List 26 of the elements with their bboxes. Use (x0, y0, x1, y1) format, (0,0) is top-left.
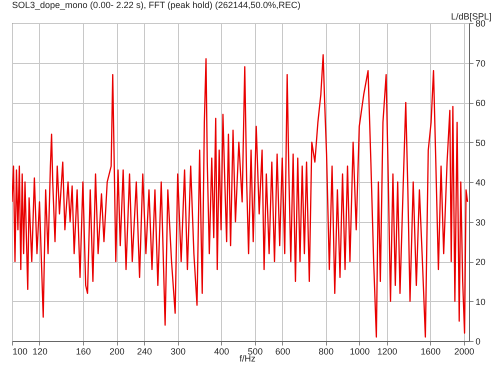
x-tick-label: 800 (318, 346, 334, 356)
y-tick-label: 60 (476, 98, 486, 108)
y-tick-label: 50 (476, 138, 486, 148)
x-tick-label: 100 (12, 346, 28, 356)
x-tick-label: 1200 (377, 346, 398, 356)
x-tick-label: 300 (170, 346, 186, 356)
x-tick-label: 500 (248, 346, 263, 356)
x-tick-label: 1000 (350, 346, 370, 356)
chart-title: SOL3_dope_mono (0.00- 2.22 s), FFT (peak hold) (262144,50.0%,REC) (12, 0, 300, 10)
y-tick-label: 0 (476, 336, 481, 346)
x-tick-label: 120 (32, 346, 48, 356)
x-tick-label: 1600 (420, 346, 441, 356)
y-tick-label: 80 (476, 18, 486, 28)
x-tick-label: 200 (110, 346, 125, 356)
y-tick-label: 10 (476, 296, 486, 307)
y-tick-label: 70 (476, 58, 486, 68)
x-tick-label: 600 (275, 346, 290, 356)
x-tick-label: 160 (76, 346, 91, 356)
y-tick-label: 20 (476, 257, 486, 267)
x-tick-label: 400 (214, 346, 230, 356)
x-tick-label: 2000 (454, 346, 474, 356)
y-axis-title: L/dB[SPL] (450, 12, 492, 22)
y-tick-label: 30 (476, 217, 486, 228)
y-tick-label: 40 (476, 178, 486, 188)
x-tick-label: 240 (137, 346, 152, 356)
x-axis-title: f/Hz (240, 354, 256, 364)
